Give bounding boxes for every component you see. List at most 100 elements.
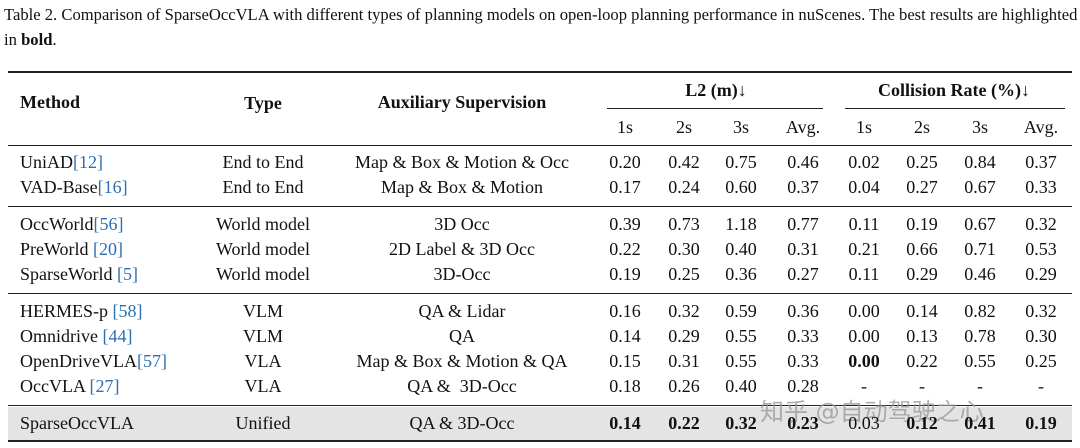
subheader: 2s <box>675 117 693 137</box>
cell-value: - <box>861 376 867 396</box>
method-name: OccWorld <box>20 214 94 234</box>
cell-value: 0.15 <box>609 351 641 371</box>
cell-value: 0.14 <box>906 301 938 321</box>
watermark: 知乎 @自动驾驶之心 <box>760 398 984 426</box>
aux: QA & 3D-Occ <box>407 376 517 396</box>
cell-value: 0.60 <box>725 177 757 197</box>
cell-value: 0.11 <box>848 264 880 284</box>
aux: QA & Lidar <box>418 301 506 321</box>
cell-value: 0.02 <box>848 152 880 172</box>
collision-rule <box>845 108 1065 109</box>
cell-value: 0.67 <box>964 177 996 197</box>
citation: [27] <box>84 376 120 396</box>
header-collision: Collision Rate (%)↓ <box>878 80 1030 100</box>
cell-value: 0.82 <box>964 301 996 321</box>
method: VAD-Base[16] <box>20 177 128 197</box>
cell-value: 0.14 <box>609 413 641 433</box>
cell-value: 0.32 <box>1025 301 1057 321</box>
caption-label: Table 2. <box>4 5 58 24</box>
cell-value: 0.42 <box>668 152 700 172</box>
method-name: HERMES-p <box>20 301 109 321</box>
cell-value: 0.31 <box>787 239 819 259</box>
cell-value: 0.24 <box>668 177 700 197</box>
cell-value: 0.23 <box>787 413 819 433</box>
subheader: 1s <box>855 117 873 137</box>
cell-value: 0.78 <box>964 326 996 346</box>
type: Unified <box>235 413 291 433</box>
cell-value: 0.28 <box>787 376 819 396</box>
cell-value: 0.33 <box>1025 177 1057 197</box>
type: VLA <box>244 351 282 371</box>
cell-value: 0.77 <box>787 214 819 234</box>
cell-value: 0.18 <box>609 376 641 396</box>
cell-value: 0.66 <box>906 239 938 259</box>
cell-value: 0.46 <box>964 264 996 284</box>
cell-value: 0.67 <box>964 214 996 234</box>
method-name: PreWorld <box>20 239 89 259</box>
citation: [57] <box>136 351 167 371</box>
method-name: UniAD <box>20 152 73 172</box>
cell-value: 0.17 <box>609 177 641 197</box>
cell-value: 0.27 <box>906 177 938 197</box>
cell-value: 0.25 <box>906 152 938 172</box>
method: OccWorld[56] <box>20 214 124 234</box>
top-rule <box>8 71 1072 73</box>
type: End to End <box>222 177 304 197</box>
cell-value: 0.71 <box>964 239 996 259</box>
group-rule <box>8 293 1072 294</box>
header-method: Method <box>20 92 80 112</box>
method-name: VAD-Base <box>20 177 98 197</box>
cell-value: 0.55 <box>725 326 757 346</box>
cell-value: 0.00 <box>848 326 880 346</box>
cell-value: 0.36 <box>787 301 819 321</box>
method-name: Omnidrive <box>20 326 98 346</box>
cell-value: 0.53 <box>1025 239 1057 259</box>
subheader: 3s <box>732 117 750 137</box>
aux: Map & Box & Motion & Occ <box>355 152 569 172</box>
header-type: Type <box>244 93 282 113</box>
l2-rule <box>607 108 823 109</box>
cell-value: 1.18 <box>725 214 757 234</box>
cell-value: 0.29 <box>668 326 700 346</box>
cell-value: 0.37 <box>1025 152 1057 172</box>
cell-value: 0.19 <box>1025 413 1057 433</box>
method: SparseOccVLA <box>20 413 134 433</box>
aux: 3D-Occ <box>433 264 491 284</box>
cell-value: 0.84 <box>964 152 996 172</box>
aux: 3D Occ <box>434 214 490 234</box>
cell-value: 0.31 <box>668 351 700 371</box>
cell-value: 0.11 <box>848 214 880 234</box>
cell-value: 0.19 <box>609 264 641 284</box>
cell-value: 0.30 <box>668 239 700 259</box>
method: Omnidrive [44] <box>20 326 133 346</box>
cell-value: 0.20 <box>609 152 641 172</box>
cell-value: 0.73 <box>668 214 700 234</box>
cell-value: 0.04 <box>848 177 880 197</box>
method: OccVLA [27] <box>20 376 119 396</box>
cell-value: 0.25 <box>1025 351 1057 371</box>
type: VLM <box>243 326 283 346</box>
cell-value: 0.22 <box>906 351 938 371</box>
method: OpenDriveVLA[57] <box>20 351 167 371</box>
cell-value: 0.00 <box>848 351 880 371</box>
method: UniAD[12] <box>20 152 103 172</box>
cell-value: 0.19 <box>906 214 938 234</box>
aux: QA & 3D-Occ <box>409 413 515 433</box>
cell-value: 0.59 <box>725 301 757 321</box>
citation: [5] <box>112 264 139 284</box>
aux: QA <box>449 326 475 346</box>
method-name: SparseOccVLA <box>20 413 134 433</box>
citation: [56] <box>93 214 124 234</box>
header-l2: L2 (m)↓ <box>685 80 747 100</box>
cell-value: 0.39 <box>609 214 641 234</box>
method: HERMES-p [58] <box>20 301 143 321</box>
cell-value: 0.29 <box>906 264 938 284</box>
cell-value: 0.12 <box>906 413 938 433</box>
bottom-rule <box>8 440 1072 442</box>
cell-value: 0.25 <box>668 264 700 284</box>
cell-value: 0.32 <box>668 301 700 321</box>
subheader: Avg. <box>785 117 821 137</box>
cell-value: 0.32 <box>1025 214 1057 234</box>
type: VLM <box>243 301 283 321</box>
